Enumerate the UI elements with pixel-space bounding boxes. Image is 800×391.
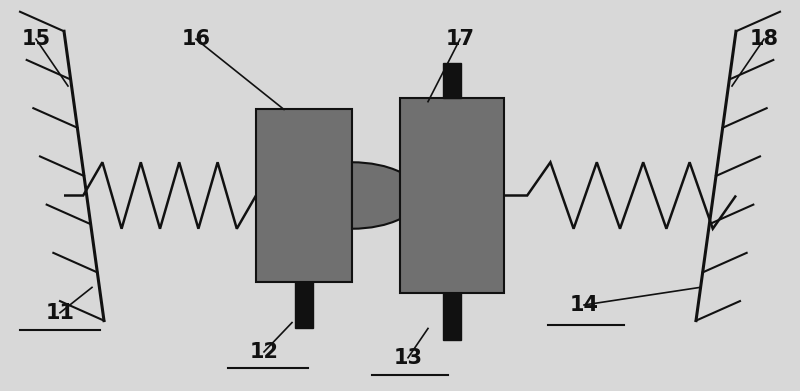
Text: 18: 18 <box>750 29 778 49</box>
Text: 14: 14 <box>570 295 598 315</box>
Text: 17: 17 <box>446 29 474 49</box>
Text: 13: 13 <box>394 348 422 368</box>
Text: 12: 12 <box>250 342 278 362</box>
Text: 15: 15 <box>22 29 50 49</box>
Text: 11: 11 <box>46 303 74 323</box>
Bar <box>400 98 504 293</box>
Text: 16: 16 <box>182 29 210 49</box>
Bar <box>295 282 313 328</box>
Wedge shape <box>352 162 420 229</box>
Bar <box>443 293 461 340</box>
Bar <box>443 63 461 98</box>
Bar <box>256 109 352 282</box>
